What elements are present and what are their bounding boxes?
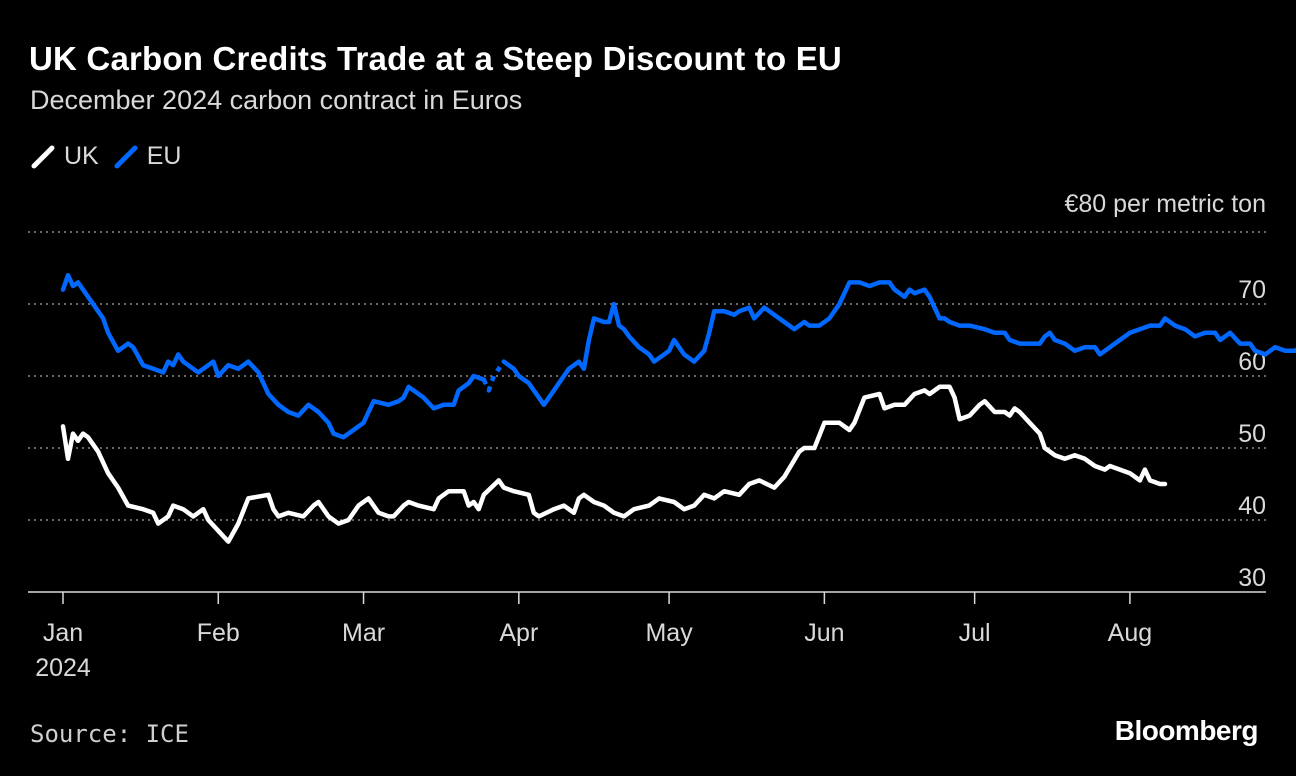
legend-item-eu: EU — [113, 142, 182, 171]
y-tick-label: 50 — [1238, 420, 1266, 448]
x-tick-label: Jan — [43, 619, 83, 647]
bloomberg-logo: Bloomberg — [1114, 715, 1259, 746]
legend-label-uk: UK — [64, 142, 99, 170]
series-line-uk — [60, 384, 1168, 544]
y-tick-label: 30 — [1238, 564, 1266, 592]
chart-title: UK Carbon Credits Trade at a Steep Disco… — [29, 40, 842, 77]
legend: UK EU — [30, 142, 181, 171]
series-lines — [60, 272, 1296, 544]
source-note: Source: ICE — [30, 720, 189, 748]
series-line-eu-dashed — [481, 360, 506, 393]
x-axis: Jan Feb Mar Apr May Jun Jul Aug 2024 — [28, 591, 1266, 682]
legend-item-uk: UK — [30, 142, 99, 171]
x-tick-label: Jun — [804, 619, 844, 647]
series-line-eu — [60, 272, 487, 440]
y-tick-label: 70 — [1238, 276, 1266, 304]
grid-lines — [28, 231, 1266, 521]
legend-swatch-eu — [114, 145, 138, 168]
legend-swatch-uk — [31, 145, 55, 168]
x-tick-label: Mar — [342, 619, 385, 647]
y-tick-label: 40 — [1238, 492, 1266, 520]
y-axis-unit-label: €80 per metric ton — [1065, 190, 1267, 218]
x-year-label: 2024 — [35, 654, 91, 682]
chart-subtitle: December 2024 carbon contract in Euros — [30, 85, 523, 115]
series-line-eu — [501, 280, 1296, 408]
x-tick-label: Jul — [959, 619, 991, 647]
x-tick-label: Feb — [197, 619, 240, 647]
x-tick-label: May — [645, 619, 693, 647]
x-tick-label: Apr — [499, 619, 538, 647]
legend-label-eu: EU — [146, 142, 182, 170]
x-tick-label: Aug — [1108, 619, 1152, 647]
